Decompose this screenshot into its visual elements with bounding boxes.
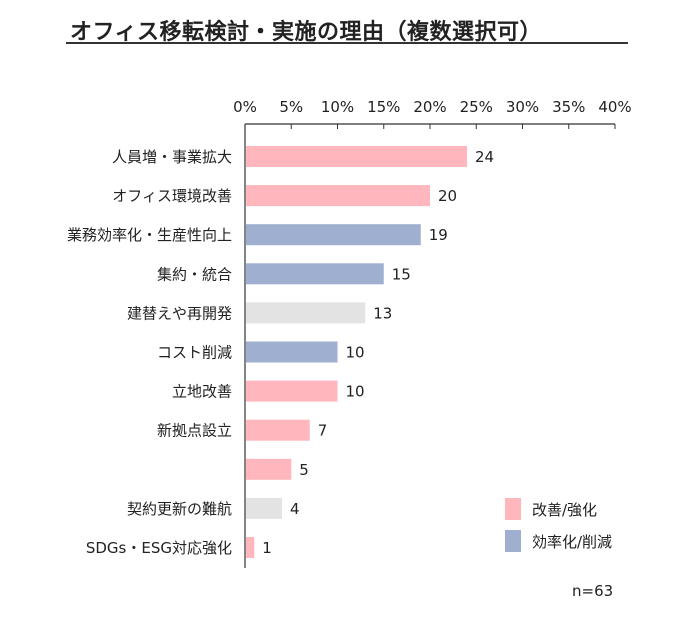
data-label: 19 [429,226,448,244]
category-label: SDGs・ESG対応強化 [86,539,232,557]
bar [246,380,338,402]
category-label: 人員増・事業拡大 [112,148,232,166]
category-label: 新拠点設立 [157,422,232,440]
x-tick-label: 5% [279,98,303,116]
category-label: 契約更新の難航 [127,500,232,518]
x-tick-label: 20% [413,98,446,116]
legend-label: 効率化/削減 [532,533,612,551]
x-tick-label: 35% [552,98,585,116]
category-label: 立地改善 [172,383,232,401]
chart-title: オフィス移転検討・実施の理由（複数選択可） [70,20,543,45]
category-label: コスト削減 [157,344,232,362]
category-label: 集約・統合 [157,265,232,283]
bar [246,537,255,558]
x-tick-label: 25% [460,98,493,116]
data-label: 5 [299,461,309,479]
bar [246,224,421,246]
x-tick-label: 0% [233,98,257,116]
legend-swatch [505,530,521,552]
bar [246,263,384,285]
title-underline [66,42,628,44]
data-label: 10 [346,344,365,362]
bar [246,458,292,480]
data-label: 7 [318,422,328,440]
legend-label: 改善/強化 [532,501,597,519]
chart-title-block: オフィス移転検討・実施の理由（複数選択可） [66,8,628,45]
bar [246,146,467,167]
legend-swatch [505,498,521,520]
data-label: 4 [290,500,300,518]
category-label: 建替えや再開発 [127,304,232,322]
x-tick-label: 10% [321,98,354,116]
x-tick-label: 15% [367,98,400,116]
x-tick-label: 40% [598,98,631,116]
bar [246,185,430,207]
data-label: 13 [373,304,392,322]
data-label: 15 [392,265,411,283]
bar [246,341,338,363]
bar [246,497,282,519]
bar [246,419,310,441]
bar [246,302,366,324]
data-label: 20 [438,187,457,205]
data-label: 1 [262,539,272,557]
category-label: オフィス環境改善 [112,187,232,205]
sample-size-note: n=63 [572,582,614,600]
data-label: 10 [346,383,365,401]
data-label: 24 [475,148,494,166]
category-label: 業務効率化・生産性向上 [67,226,232,244]
x-tick-label: 30% [506,98,539,116]
